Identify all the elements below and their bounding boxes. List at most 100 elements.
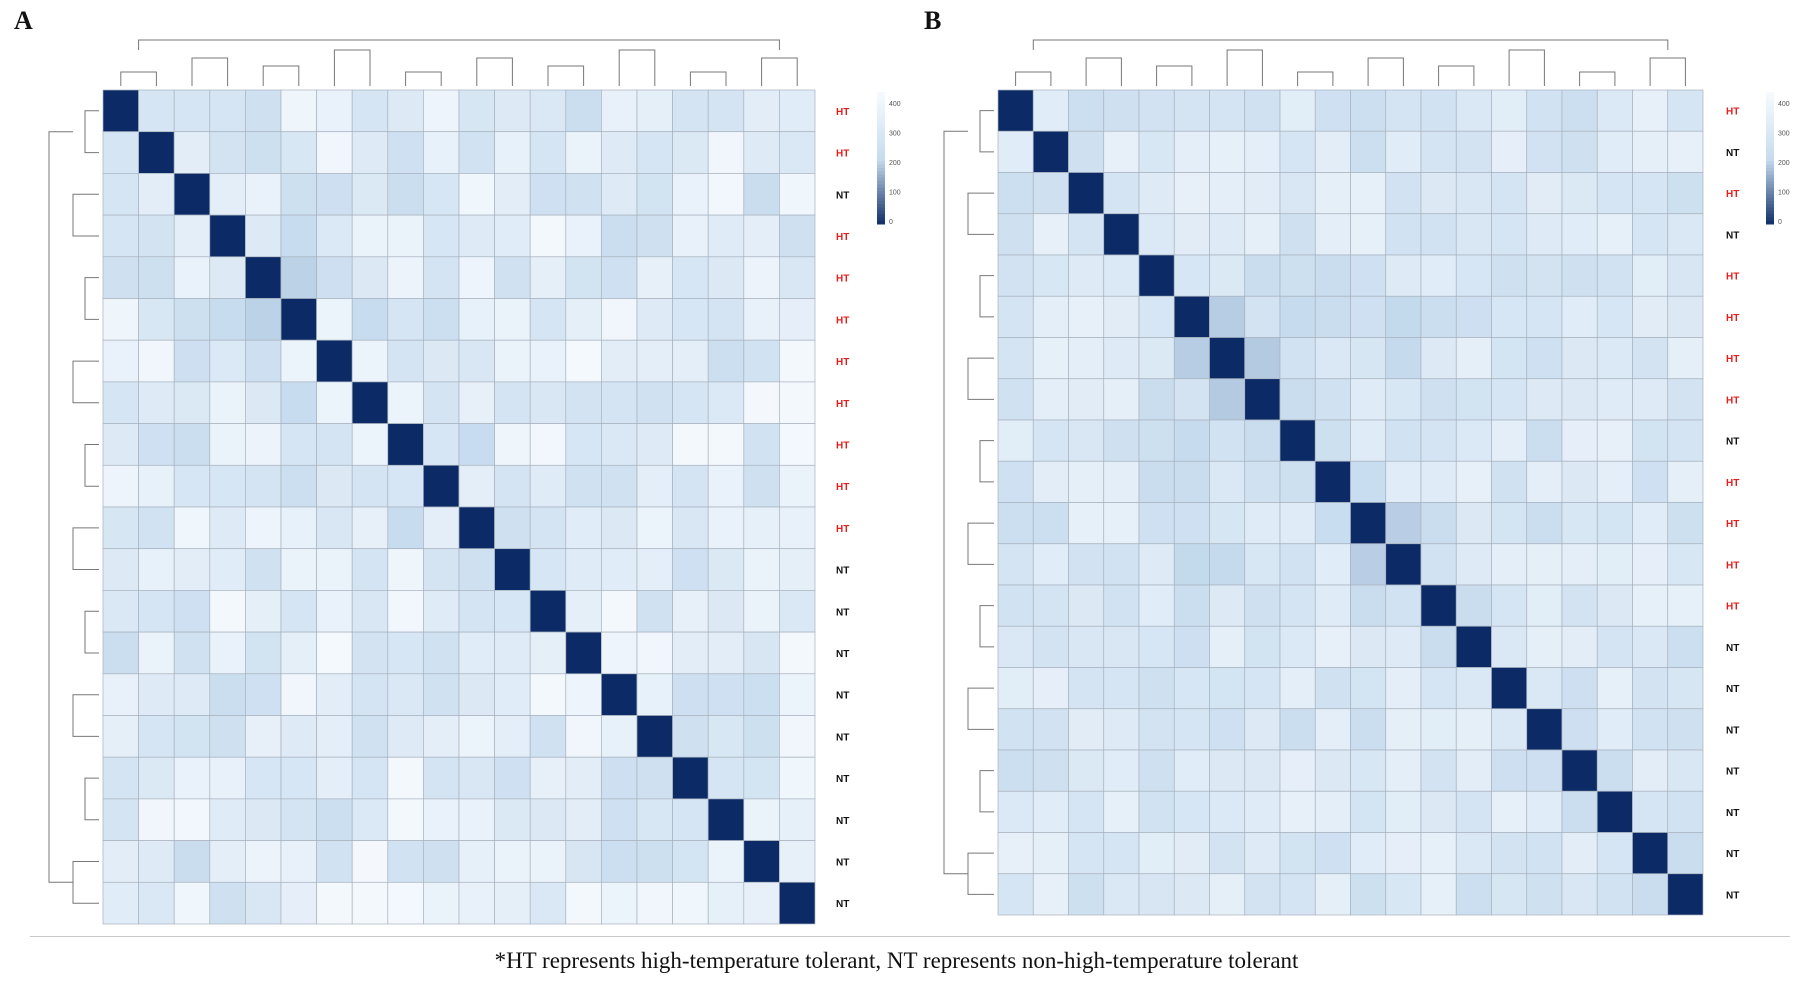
panel-a-row-label: HT bbox=[836, 107, 849, 118]
panel-a-cell bbox=[316, 881, 353, 925]
panel-a-cell bbox=[138, 339, 175, 383]
panel-b-cell bbox=[1209, 295, 1246, 338]
panel-a-cell bbox=[565, 464, 602, 508]
panel-a-cell bbox=[494, 631, 531, 675]
panel-b-row-label: NT bbox=[1726, 684, 1739, 695]
panel-a-cell bbox=[565, 256, 602, 299]
panel-b-cell bbox=[1103, 584, 1140, 627]
panel-b-cell bbox=[1032, 667, 1069, 710]
panel-b-cell bbox=[1667, 378, 1704, 421]
panel-b-cell bbox=[997, 172, 1034, 215]
panel-a-cell bbox=[209, 881, 246, 925]
panel-b-cell bbox=[1103, 625, 1140, 668]
panel-b-cell bbox=[1314, 667, 1351, 710]
panel-b-cell bbox=[997, 337, 1034, 380]
panel-b-cell bbox=[1209, 254, 1246, 297]
panel-a-cell bbox=[707, 590, 745, 633]
panel-a-row-dendrogram-branch bbox=[84, 444, 99, 487]
panel-a-cell bbox=[173, 673, 211, 716]
panel-a-cell bbox=[316, 715, 353, 758]
panel-a-cell bbox=[280, 131, 317, 174]
panel-b-cell bbox=[1596, 873, 1633, 916]
panel-a-cell bbox=[458, 298, 495, 341]
panel-a-colorbar-segment bbox=[877, 161, 885, 166]
panel-a-cell bbox=[458, 881, 495, 925]
panel-b-cell bbox=[1279, 749, 1316, 792]
panel-b-colorbar-segment bbox=[1766, 161, 1774, 166]
panel-a-cell bbox=[280, 756, 317, 800]
panel-b-col-dendrogram-branch bbox=[1649, 57, 1686, 86]
panel-a-cell bbox=[458, 131, 495, 174]
panel-a-cell bbox=[779, 464, 816, 508]
panel-b-row-label: NT bbox=[1726, 148, 1739, 159]
panel-b-cell bbox=[1209, 460, 1246, 503]
panel-a-colorbar-segment bbox=[877, 181, 885, 185]
panel-a-cell bbox=[351, 881, 389, 925]
panel-a-cell bbox=[529, 506, 567, 550]
panel-a-cell bbox=[316, 256, 353, 299]
panel-a-cell bbox=[102, 131, 139, 174]
panel-b-cell bbox=[1491, 130, 1528, 173]
panel-b-cell bbox=[1279, 832, 1316, 875]
panel-b-cell bbox=[1350, 543, 1387, 586]
panel-b-cell bbox=[1350, 130, 1387, 173]
panel-b-cell bbox=[1491, 89, 1528, 132]
panel-a-cell bbox=[707, 89, 745, 133]
panel-a-cell bbox=[245, 756, 282, 800]
panel-a-colorbar-segment bbox=[877, 95, 885, 100]
panel-b-colorbar-segment bbox=[1766, 115, 1774, 119]
panel-a-cell bbox=[102, 256, 139, 299]
panel-a-cell bbox=[316, 131, 353, 174]
panel-a-cell bbox=[102, 881, 139, 925]
panel-b-cell bbox=[1632, 295, 1669, 338]
panel-a-row-label: HT bbox=[836, 232, 849, 243]
panel-b-cell bbox=[1667, 790, 1704, 833]
panel-b-cell bbox=[1314, 625, 1351, 668]
panel-b-cell bbox=[1420, 460, 1457, 503]
panel-a-cell bbox=[138, 89, 175, 133]
panel-b-cell bbox=[1314, 749, 1351, 792]
panel-b-cell bbox=[1667, 749, 1704, 792]
panel-a-cell bbox=[173, 339, 211, 383]
panel-b-row-dendrogram-branch bbox=[967, 192, 994, 235]
panel-b-col-dendrogram-branch bbox=[1156, 65, 1193, 86]
panel-b-cell bbox=[997, 502, 1034, 545]
panel-b-cell bbox=[1491, 419, 1528, 462]
panel-a-cell bbox=[636, 881, 673, 925]
panel-a-cell bbox=[636, 89, 673, 133]
panel-a-cell bbox=[351, 590, 389, 633]
panel-a-colorbar-segment bbox=[877, 167, 885, 172]
panel-a-cell bbox=[173, 756, 211, 800]
panel-b-cell bbox=[1314, 254, 1351, 297]
panel-a-cell bbox=[280, 339, 317, 383]
panel-a-cell bbox=[245, 339, 282, 383]
panel-a-colorbar-segment bbox=[877, 220, 885, 225]
panel-a-cell bbox=[636, 464, 673, 508]
panel-b-cell bbox=[1279, 213, 1316, 256]
panel-b-colorbar-segment bbox=[1766, 187, 1774, 192]
panel-a-colorbar-segment bbox=[877, 141, 885, 146]
panel-b-cell bbox=[1561, 337, 1598, 380]
panel-a-cell bbox=[636, 298, 673, 341]
panel-b-cell bbox=[1491, 584, 1528, 627]
panel-b-colorbar-segment bbox=[1766, 167, 1774, 172]
panel-a-cell bbox=[245, 423, 282, 466]
panel-b-colorbar-segment bbox=[1766, 148, 1774, 152]
panel-a-cell bbox=[707, 256, 745, 299]
panel-b-cell bbox=[1032, 460, 1069, 503]
panel-a-cell bbox=[529, 590, 567, 633]
panel-a-cell bbox=[636, 173, 673, 216]
panel-b-cell bbox=[1279, 625, 1316, 668]
panel-b-cell bbox=[1455, 172, 1492, 215]
panel-a-cell bbox=[458, 256, 495, 299]
panel-b-cell bbox=[1632, 172, 1669, 215]
panel-a-cell bbox=[707, 464, 745, 508]
panel-a-colorbar-tick: 100 bbox=[889, 190, 901, 197]
panel-a-cell bbox=[494, 881, 531, 925]
panel-a-cell bbox=[529, 214, 567, 258]
panel-a-cell bbox=[138, 590, 175, 633]
panel-a-row-label: HT bbox=[836, 399, 849, 410]
panel-b-col-dendrogram-branch bbox=[1579, 71, 1616, 86]
panel-b-row-label: HT bbox=[1726, 395, 1739, 406]
panel-b-cell bbox=[1314, 460, 1351, 503]
